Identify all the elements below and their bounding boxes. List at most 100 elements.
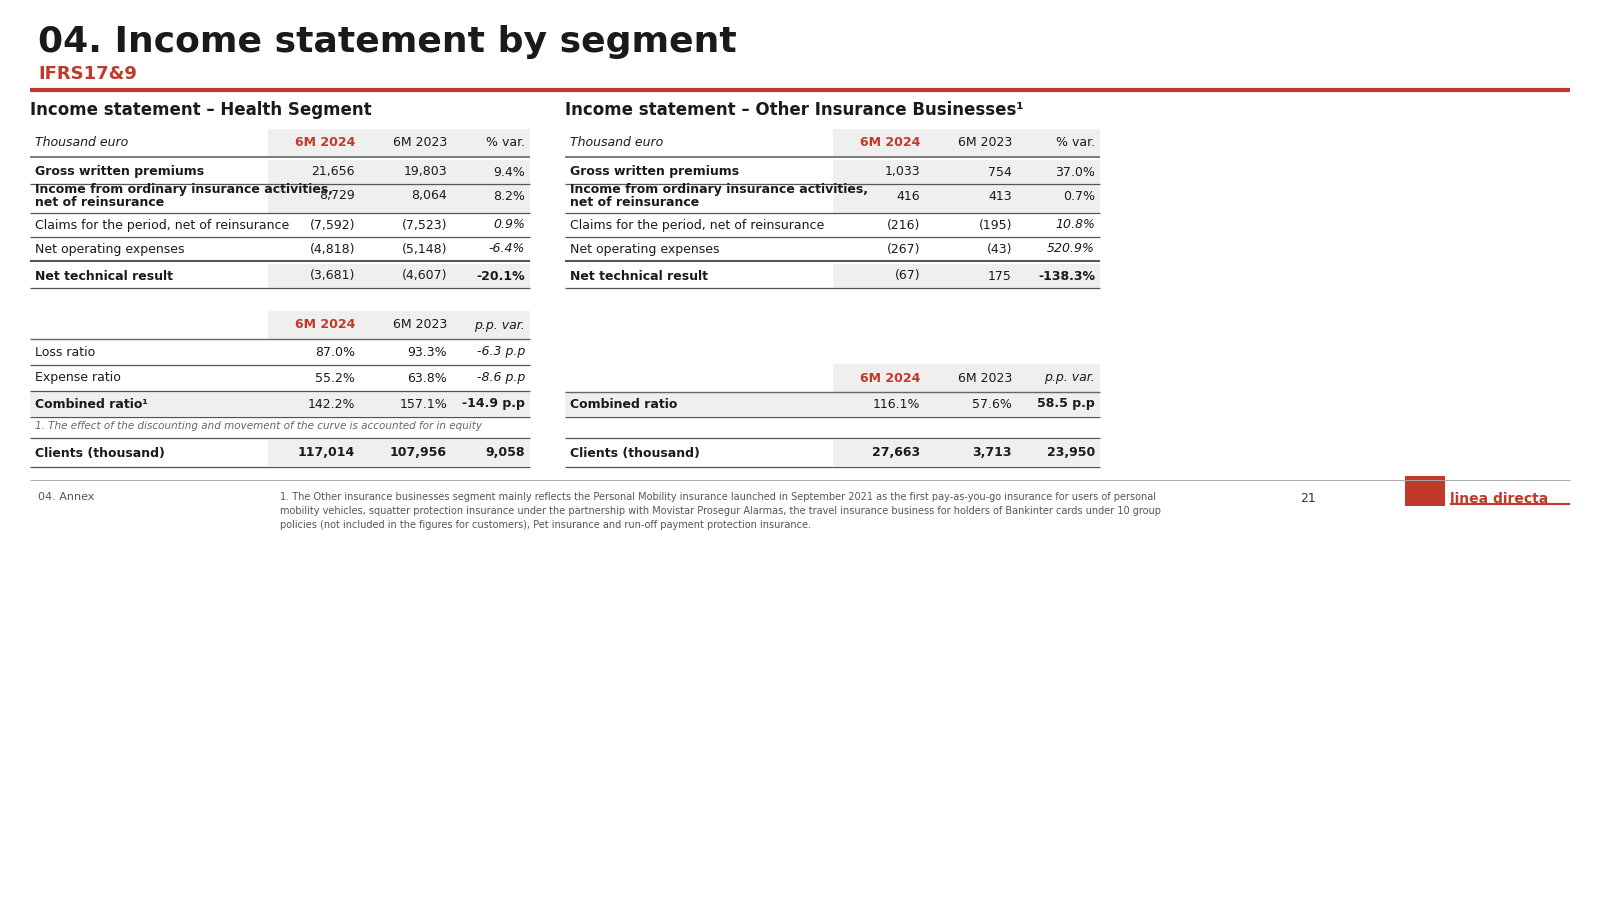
- Text: 1. The Other insurance businesses segment mainly reflects the Personal Mobility : 1. The Other insurance businesses segmen…: [280, 492, 1155, 502]
- Text: 175: 175: [989, 269, 1013, 283]
- Text: (43): (43): [987, 242, 1013, 256]
- Text: 04. Income statement by segment: 04. Income statement by segment: [38, 25, 736, 59]
- Text: -8.6 p.p: -8.6 p.p: [477, 372, 525, 384]
- Bar: [269, 129, 530, 157]
- Text: 3,713: 3,713: [973, 446, 1013, 460]
- Text: 413: 413: [989, 190, 1013, 203]
- Text: policies (not included in the figures for customers), Pet insurance and run-off : policies (not included in the figures fo…: [280, 520, 811, 530]
- Text: Gross written premiums: Gross written premiums: [570, 166, 739, 178]
- Text: (5,148): (5,148): [402, 242, 446, 256]
- Text: 520.9%: 520.9%: [1046, 242, 1094, 256]
- Text: 27,663: 27,663: [872, 446, 920, 460]
- Text: 6M 2023: 6M 2023: [958, 137, 1013, 149]
- Text: -6.4%: -6.4%: [488, 242, 525, 256]
- Text: 19,803: 19,803: [403, 166, 446, 178]
- Text: (216): (216): [886, 219, 920, 231]
- Bar: [834, 179, 1101, 213]
- Text: 8.2%: 8.2%: [493, 190, 525, 203]
- Text: Thousand euro: Thousand euro: [570, 137, 664, 149]
- Text: 04. Annex: 04. Annex: [38, 492, 94, 502]
- Text: 754: 754: [989, 166, 1013, 178]
- Text: 9.4%: 9.4%: [493, 166, 525, 178]
- Text: Claims for the period, net of reinsurance: Claims for the period, net of reinsuranc…: [570, 219, 824, 231]
- Bar: [834, 440, 1101, 466]
- Text: 1,033: 1,033: [885, 166, 920, 178]
- Bar: [834, 160, 1101, 184]
- Text: (7,523): (7,523): [402, 219, 446, 231]
- Text: Net operating expenses: Net operating expenses: [35, 242, 184, 256]
- Text: (195): (195): [979, 219, 1013, 231]
- Text: 93.3%: 93.3%: [408, 346, 446, 358]
- Text: Thousand euro: Thousand euro: [35, 137, 128, 149]
- Text: Income statement – Health Segment: Income statement – Health Segment: [30, 101, 371, 119]
- Text: 107,956: 107,956: [390, 446, 446, 460]
- Text: 55.2%: 55.2%: [315, 372, 355, 384]
- Text: 6M 2024: 6M 2024: [294, 137, 355, 149]
- Text: (67): (67): [894, 269, 920, 283]
- Text: Income from ordinary insurance activities,: Income from ordinary insurance activitie…: [570, 183, 867, 195]
- Text: Clients (thousand): Clients (thousand): [570, 446, 699, 460]
- Text: IFRS17&9: IFRS17&9: [38, 65, 138, 83]
- Text: -6.3 p.p: -6.3 p.p: [477, 346, 525, 358]
- Text: mobility vehicles, squatter protection insurance under the partnership with Movi: mobility vehicles, squatter protection i…: [280, 506, 1162, 516]
- Text: (3,681): (3,681): [310, 269, 355, 283]
- Text: 6M 2023: 6M 2023: [392, 319, 446, 331]
- Text: 37.0%: 37.0%: [1054, 166, 1094, 178]
- Bar: [269, 311, 530, 339]
- Bar: [30, 392, 530, 416]
- Bar: [834, 129, 1101, 157]
- Text: Expense ratio: Expense ratio: [35, 372, 122, 384]
- Text: Clients (thousand): Clients (thousand): [35, 446, 165, 460]
- Text: Combined ratio¹: Combined ratio¹: [35, 398, 147, 410]
- Text: -14.9 p.p: -14.9 p.p: [462, 398, 525, 410]
- Text: 58.5 p.p: 58.5 p.p: [1037, 398, 1094, 410]
- Text: 6M 2024: 6M 2024: [859, 137, 920, 149]
- Bar: [1405, 476, 1445, 506]
- Text: net of reinsurance: net of reinsurance: [35, 196, 165, 210]
- Text: 0.9%: 0.9%: [493, 219, 525, 231]
- Text: 142.2%: 142.2%: [307, 398, 355, 410]
- Text: (4,607): (4,607): [402, 269, 446, 283]
- Text: % var.: % var.: [1056, 137, 1094, 149]
- Text: % var.: % var.: [486, 137, 525, 149]
- Text: 10.8%: 10.8%: [1054, 219, 1094, 231]
- Bar: [269, 440, 530, 466]
- Text: 8,064: 8,064: [411, 190, 446, 203]
- Text: 0.7%: 0.7%: [1062, 190, 1094, 203]
- Text: 117,014: 117,014: [298, 446, 355, 460]
- Bar: [565, 392, 1101, 416]
- Text: 6M 2023: 6M 2023: [392, 137, 446, 149]
- Text: 116.1%: 116.1%: [872, 398, 920, 410]
- Text: (7,592): (7,592): [309, 219, 355, 231]
- Text: Combined ratio: Combined ratio: [570, 398, 677, 410]
- Text: 87.0%: 87.0%: [315, 346, 355, 358]
- Text: (4,818): (4,818): [309, 242, 355, 256]
- Text: 8,729: 8,729: [320, 190, 355, 203]
- Text: Net technical result: Net technical result: [570, 269, 707, 283]
- Bar: [834, 364, 1101, 392]
- Text: -20.1%: -20.1%: [477, 269, 525, 283]
- Bar: [269, 264, 530, 288]
- Text: Income statement – Other Insurance Businesses¹: Income statement – Other Insurance Busin…: [565, 101, 1024, 119]
- Text: -138.3%: -138.3%: [1038, 269, 1094, 283]
- Bar: [834, 264, 1101, 288]
- Bar: [269, 179, 530, 213]
- Text: net of reinsurance: net of reinsurance: [570, 196, 699, 210]
- Text: Income from ordinary insurance activities,: Income from ordinary insurance activitie…: [35, 183, 333, 195]
- Text: 6M 2024: 6M 2024: [294, 319, 355, 331]
- Text: 6M 2023: 6M 2023: [958, 372, 1013, 384]
- Text: Loss ratio: Loss ratio: [35, 346, 96, 358]
- Text: 1. The effect of the discounting and movement of the curve is accounted for in e: 1. The effect of the discounting and mov…: [35, 421, 482, 431]
- Text: p.p. var.: p.p. var.: [474, 319, 525, 331]
- Text: 23,950: 23,950: [1046, 446, 1094, 460]
- Text: 63.8%: 63.8%: [408, 372, 446, 384]
- Text: 21: 21: [1299, 492, 1315, 505]
- Text: Net operating expenses: Net operating expenses: [570, 242, 720, 256]
- Text: 21,656: 21,656: [312, 166, 355, 178]
- Text: 9,058: 9,058: [485, 446, 525, 460]
- Text: Gross written premiums: Gross written premiums: [35, 166, 205, 178]
- Text: Claims for the period, net of reinsurance: Claims for the period, net of reinsuranc…: [35, 219, 290, 231]
- Bar: [269, 160, 530, 184]
- Text: 57.6%: 57.6%: [973, 398, 1013, 410]
- Text: Net technical result: Net technical result: [35, 269, 173, 283]
